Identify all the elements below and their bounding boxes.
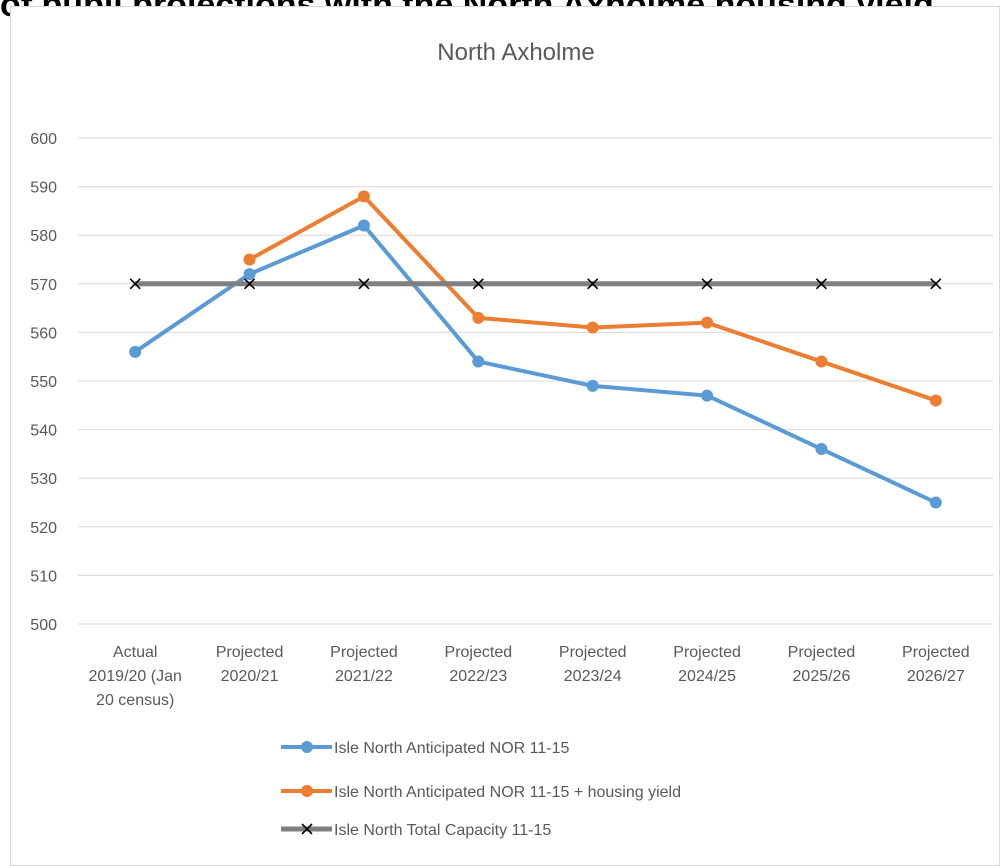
y-tick-label: 510 <box>30 568 57 585</box>
data-point <box>815 278 828 290</box>
legend-label: Isle North Anticipated NOR 11-15 + housi… <box>334 784 681 801</box>
chart-frame: North Axholme 500 510 520 530 540 550 560 570 58… <box>10 6 1000 866</box>
data-point <box>815 443 828 456</box>
data-point <box>587 278 599 290</box>
data-point <box>357 219 370 232</box>
legend: Isle North Anticipated NOR 11-15 Isle Nor… <box>281 740 681 839</box>
legend-marker <box>301 823 313 835</box>
data-point <box>357 190 370 203</box>
data-point <box>243 268 256 281</box>
data-point <box>472 311 485 324</box>
y-tick-label: 530 <box>30 471 57 488</box>
y-tick-label: 580 <box>30 228 57 245</box>
series-3 <box>129 278 942 290</box>
y-tick-label: 540 <box>30 423 57 440</box>
legend-marker <box>301 741 313 753</box>
data-point <box>929 496 942 509</box>
data-point <box>930 278 942 290</box>
data-point <box>243 253 256 266</box>
series-line <box>134 223 937 505</box>
y-tick-label: 590 <box>30 180 57 197</box>
series-line <box>248 194 937 403</box>
x-tick-label: Projected 2020/21 <box>216 644 284 685</box>
y-tick-label: 550 <box>30 374 57 391</box>
legend-label: Isle North Anticipated NOR 11-15 <box>334 740 569 757</box>
data-point <box>472 355 485 368</box>
line-chart: North Axholme 500 510 520 530 540 550 560 570 58… <box>30 39 993 839</box>
data-point <box>243 278 256 290</box>
data-point <box>129 345 142 358</box>
data-point <box>472 278 484 290</box>
y-axis-ticks: 500 510 520 530 540 550 560 570 580 590 600 <box>30 131 57 634</box>
legend-label: Isle North Total Capacity 11-15 <box>334 822 551 839</box>
data-point <box>358 278 370 290</box>
y-tick-label: 520 <box>30 520 57 537</box>
x-tick-label: Projected 2022/23 <box>445 644 513 685</box>
x-tick-label: Projected 2021/22 <box>330 644 398 685</box>
legend-item: Isle North Anticipated NOR 11-15 <box>281 740 569 757</box>
y-tick-label: 560 <box>30 325 57 342</box>
data-point <box>586 321 599 334</box>
y-tick-label: 600 <box>30 131 57 148</box>
legend-item: Isle North Total Capacity 11-15 <box>281 822 551 839</box>
x-tick-label: Projected 2023/24 <box>559 644 627 685</box>
data-point <box>701 278 713 290</box>
legend-marker <box>301 785 313 797</box>
data-point <box>929 394 942 407</box>
x-tick-label: Projected 2026/27 <box>902 644 970 685</box>
data-point <box>701 316 714 329</box>
data-point <box>129 278 141 290</box>
chart-title: North Axholme <box>437 39 594 66</box>
series-layer <box>129 190 942 509</box>
series-1 <box>129 219 942 509</box>
y-tick-label: 500 <box>30 617 57 634</box>
data-point <box>701 389 714 402</box>
y-tick-label: 570 <box>30 277 57 294</box>
series-2 <box>243 190 942 407</box>
data-point <box>815 355 828 368</box>
x-tick-label: Projected 2025/26 <box>788 644 856 685</box>
gridlines <box>78 137 993 625</box>
x-axis-categories: Actual 2019/20 (Jan 20 census) Projected 202… <box>88 644 969 709</box>
data-point <box>586 379 599 392</box>
legend-item: Isle North Anticipated NOR 11-15 + housi… <box>281 784 681 801</box>
x-tick-label: Projected 2024/25 <box>673 644 741 685</box>
x-tick-label: Actual 2019/20 (Jan 20 census) <box>88 644 181 709</box>
